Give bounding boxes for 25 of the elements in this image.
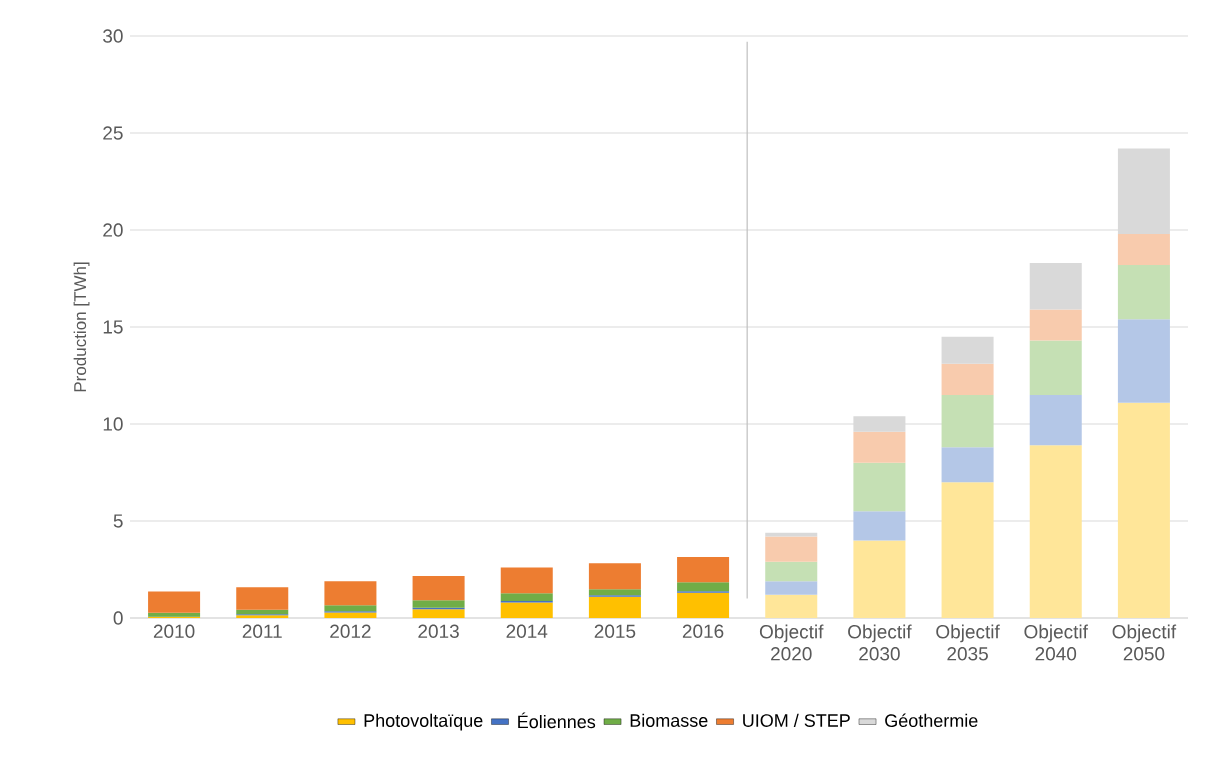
- legend-label: Biomasse: [630, 713, 708, 727]
- legend-label: UIOM / STEP: [743, 713, 850, 727]
- x-tick-label: 2012: [330, 624, 371, 638]
- y-tick-label: 10: [103, 417, 123, 431]
- x-tick-label: 2010: [153, 624, 195, 638]
- y-tick-label: 20: [103, 223, 123, 237]
- y-tick-label: 15: [103, 320, 123, 334]
- y-tick-label: 5: [113, 514, 123, 528]
- legend-label: Géothermie: [885, 713, 978, 728]
- x-tick-label: Objectif 2030: [848, 624, 912, 661]
- x-tick-label: Objectif 2050: [1112, 624, 1177, 661]
- legend-label: Photovoltaïque: [364, 713, 483, 731]
- x-tick-label: 2014: [506, 624, 548, 638]
- y-tick-label: 25: [103, 126, 123, 140]
- legend-label: Éoliennes: [518, 712, 596, 729]
- x-tick-label: Objectif 2020: [759, 624, 824, 661]
- x-tick-label: 2015: [594, 624, 636, 638]
- x-tick-label: Objectif 2035: [936, 624, 1000, 661]
- x-tick-label: Objectif 2040: [1024, 624, 1088, 661]
- y-axis-title: Production [TWh]: [73, 262, 90, 392]
- x-tick-label: 2016: [682, 624, 724, 638]
- x-tick-label: 2013: [418, 624, 459, 638]
- y-tick-label: 30: [103, 29, 123, 43]
- y-tick-label: 0: [113, 611, 123, 625]
- x-tick-label: 2011: [242, 624, 282, 638]
